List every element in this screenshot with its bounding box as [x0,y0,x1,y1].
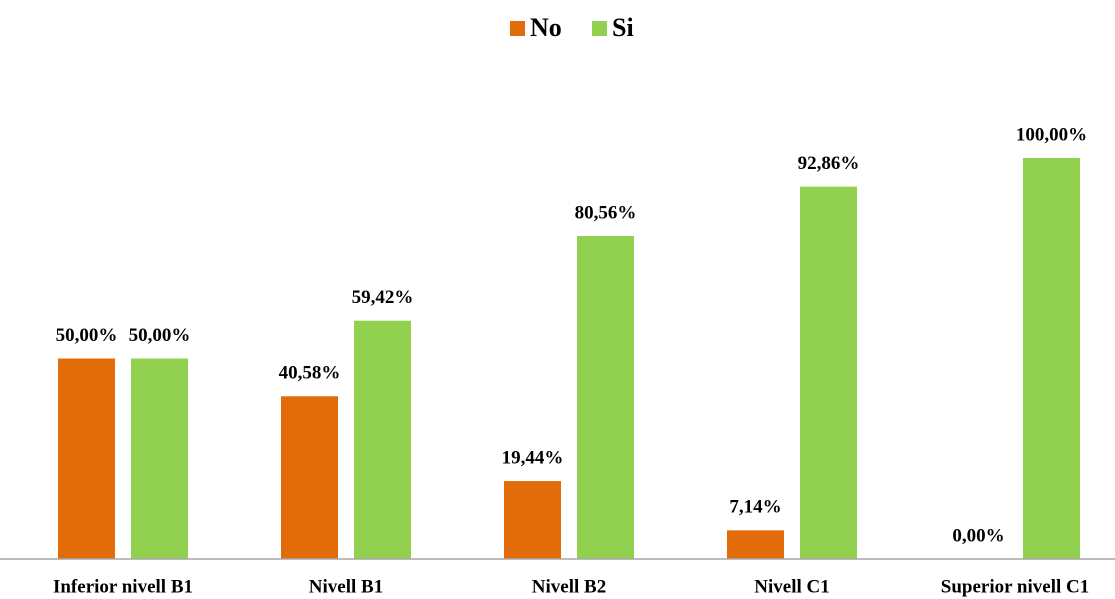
bar [354,320,411,559]
data-label: 50,00% [56,325,118,346]
bar [727,530,784,559]
data-label: 80,56% [575,202,637,223]
data-label: 19,44% [502,447,564,468]
x-tick-label: Nivell C1 [754,576,829,597]
bar [1023,158,1080,559]
data-label: 50,00% [129,325,191,346]
data-label: 40,58% [279,363,341,384]
data-label: 92,86% [798,153,860,174]
data-label: 7,14% [729,497,781,518]
legend-swatch [592,21,607,36]
x-tick-label: Nivell B2 [532,576,606,597]
bar [577,235,634,559]
x-tick-label: Inferior nivell B1 [53,576,193,597]
data-label: 100,00% [1016,124,1087,145]
data-label: 0,00% [952,525,1004,546]
legend-swatch [510,21,525,36]
bar [800,186,857,559]
legend-label: Si [612,13,634,42]
bar [58,358,115,559]
bar [281,396,338,559]
bar [504,481,561,559]
x-tick-label: Nivell B1 [309,576,383,597]
data-label: 59,42% [352,287,414,308]
legend-label: No [530,13,562,42]
x-tick-label: Superior nivell C1 [941,576,1090,597]
bar [131,358,188,559]
